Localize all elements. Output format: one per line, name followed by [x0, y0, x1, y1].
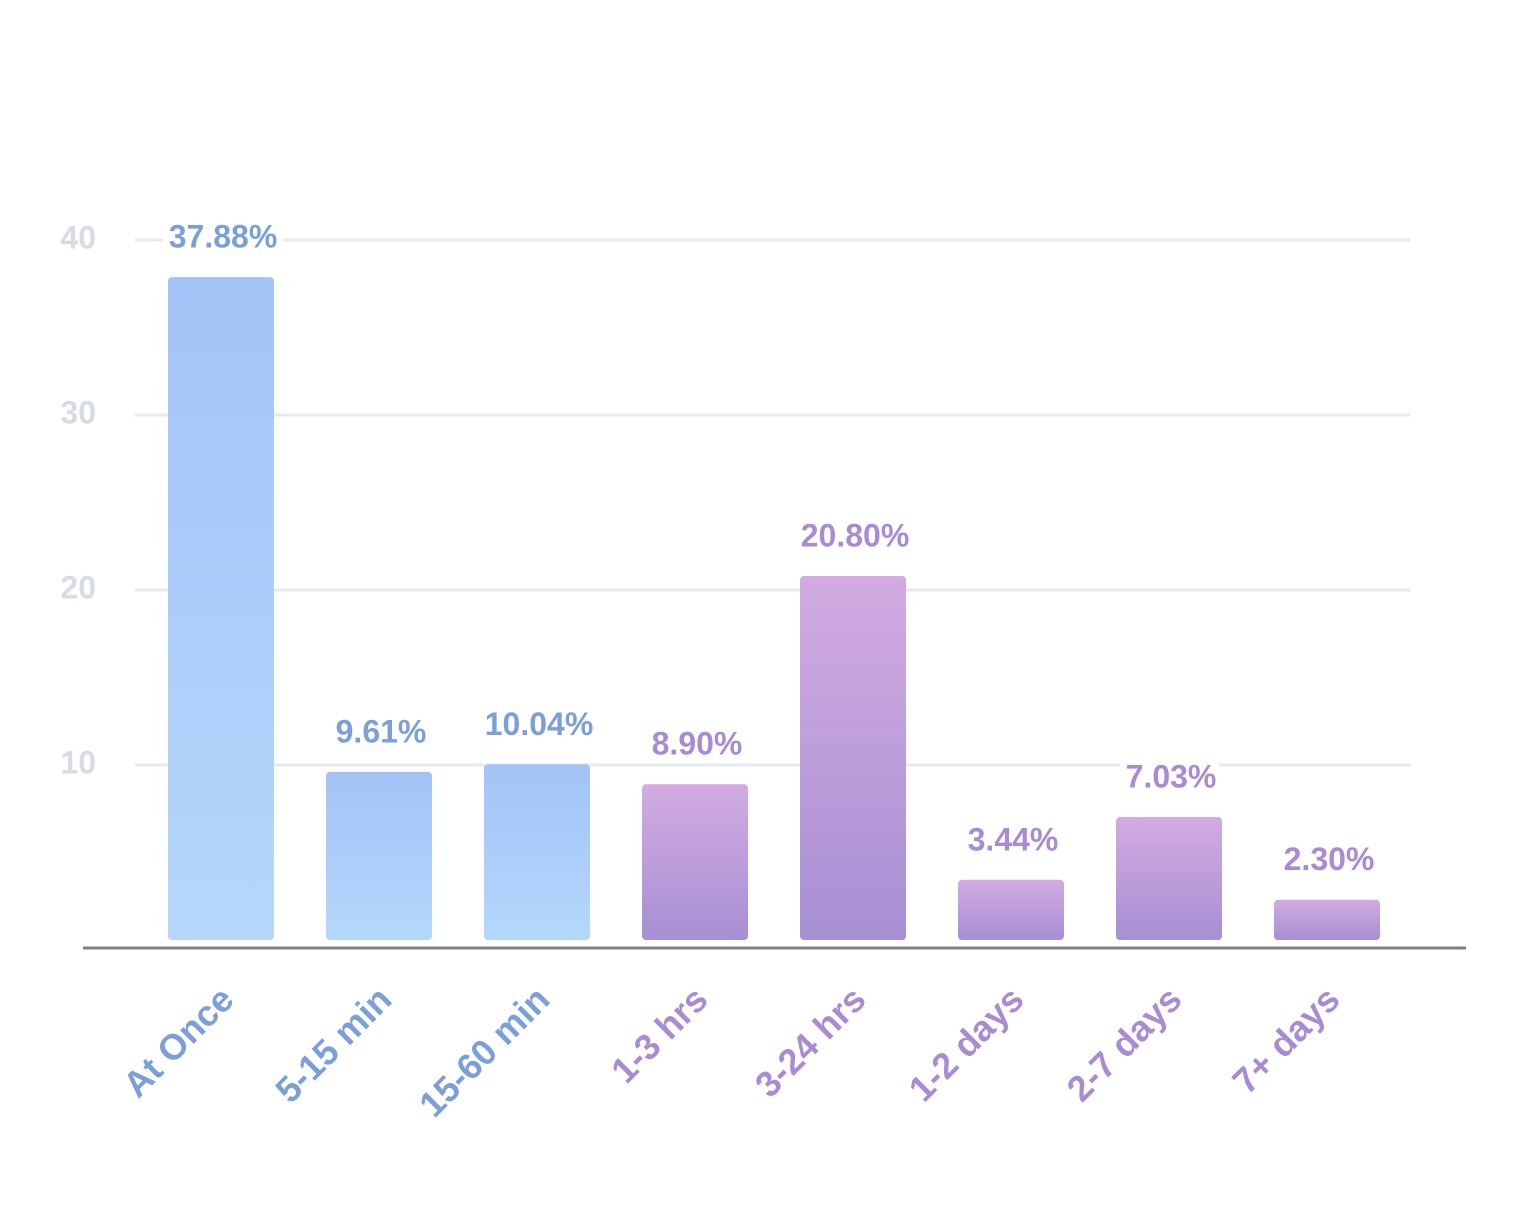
bar [484, 764, 590, 940]
x-tick-label: 3-24 hrs [747, 978, 874, 1105]
value-label: 3.44% [968, 821, 1059, 857]
y-tick-label: 20 [60, 569, 96, 605]
bar [168, 277, 274, 941]
x-tick-label: At Once [115, 978, 242, 1105]
value-label: 2.30% [1284, 841, 1375, 877]
value-label: 8.90% [652, 726, 743, 762]
y-tick-label: 30 [60, 394, 96, 430]
bar [642, 784, 748, 940]
value-label: 7.03% [1126, 758, 1217, 794]
y-tick-label: 40 [60, 219, 96, 255]
x-tick-label: 1-3 hrs [603, 978, 715, 1090]
bar [800, 576, 906, 940]
bar [326, 771, 432, 940]
y-tick-label: 10 [60, 744, 96, 780]
x-tick-label: 7+ days [1224, 978, 1347, 1101]
x-tick-label: 2-7 days [1059, 978, 1190, 1109]
value-label: 10.04% [485, 706, 594, 742]
x-tick-label: 1-2 days [901, 978, 1032, 1109]
x-tick-label: 15-60 min [411, 978, 557, 1124]
value-label: 20.80% [801, 517, 910, 553]
value-label: 9.61% [336, 713, 427, 749]
bar [1116, 816, 1222, 940]
x-tick-label: 5-15 min [267, 978, 399, 1110]
bar [1274, 899, 1380, 940]
bar [958, 879, 1064, 940]
value-label: 37.88% [169, 219, 278, 255]
